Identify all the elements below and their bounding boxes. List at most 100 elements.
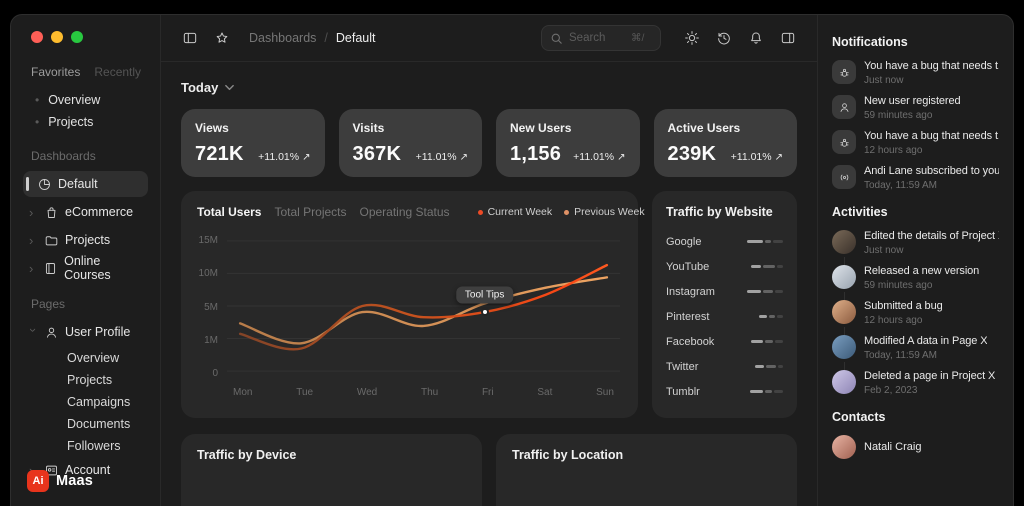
zoom-window-button[interactable] [71,31,83,43]
stat-cards-row: Views 721K +11.01% ↗ Visits 367K +11.01% ↗… [181,109,797,177]
notification-time: 12 hours ago [864,145,923,156]
stat-card-views[interactable]: Views 721K +11.01% ↗ [181,109,325,177]
legend-dot-icon [477,209,483,215]
activity-time: 59 minutes ago [864,280,933,291]
notifications-button[interactable] [743,25,769,51]
site-row-facebook[interactable]: Facebook [666,329,783,354]
toggle-right-panel-button[interactable] [775,25,801,51]
chart-tooltip-dot [480,308,489,317]
logo-mark: Ai [27,470,49,492]
bullet-icon: • [35,115,40,129]
panel-right-icon [781,32,795,44]
activity-time: Just now [864,245,904,256]
sidebar-item-default[interactable]: Default [23,171,148,197]
activity-time: Today, 11:59 AM [864,350,938,361]
chevron-down-icon [225,84,235,91]
sidebar-tabs: Favorites Recently [31,65,148,79]
sidebar-subitem-documents[interactable]: Documents [67,417,131,431]
sidebar-item-label: Projects [48,115,94,129]
notification-item[interactable]: You have a bug that needs t... Just now [832,60,999,86]
stat-card-visits[interactable]: Visits 367K +11.01% ↗ [338,109,482,177]
bullet-icon: • [35,93,40,107]
stat-value: 721K [195,143,244,165]
notification-icon-wrap [832,95,856,119]
star-icon [216,32,228,43]
notification-item[interactable]: New user registered 59 minutes ago [832,95,999,121]
tab-favorites[interactable]: Favorites [31,65,81,79]
x-axis-labels: Mon Tue Wed Thu Fri Sat Sun [233,387,614,398]
notification-item[interactable]: Andi Lane subscribed to you Today, 11:59 … [832,165,999,191]
tab-recently[interactable]: Recently [94,65,142,79]
avatar [832,230,856,254]
history-icon [718,32,730,45]
notification-item[interactable]: You have a bug that needs t... 12 hours a… [832,130,999,156]
bug-icon [839,138,849,147]
sidebar-item-user-profile[interactable]: › User Profile [23,319,148,345]
sidebar-item-dashboards-projects[interactable]: › Projects [23,227,148,253]
tab-total-projects[interactable]: Total Projects [274,205,347,219]
left-sidebar: Favorites Recently • Overview • Projects… [11,15,161,506]
traffic-bar [751,265,783,268]
tab-total-users[interactable]: Total Users [197,205,262,219]
legend-previous-week: Previous Week [564,206,645,218]
site-row-twitter[interactable]: Twitter [666,354,783,379]
current-week-line [240,265,607,349]
previous-week-line [240,277,607,343]
activity-item[interactable]: Released a new version 59 minutes ago [832,265,999,304]
traffic-bar [751,340,783,343]
dashboard-content: Today Views 721K +11.01% ↗ Visits 367K +1… [161,62,817,506]
sidebar-item-ecommerce[interactable]: › eCommerce [23,199,148,225]
theme-toggle-button[interactable] [679,25,705,51]
search-shortcut: ⌘/ [631,32,645,44]
id-badge-icon [46,465,57,475]
site-row-google[interactable]: Google [666,229,783,254]
close-window-button[interactable] [31,31,43,43]
site-row-instagram[interactable]: Instagram [666,279,783,304]
trend-up-icon: ↗ [302,151,311,163]
site-row-tumblr[interactable]: Tumblr [666,379,783,404]
chart-tooltip: Tool Tips [455,286,514,304]
site-row-pinterest[interactable]: Pinterest [666,304,783,329]
tab-operating-status[interactable]: Operating Status [359,205,450,219]
search-input[interactable] [569,32,625,44]
activity-item[interactable]: Deleted a page in Project X Feb 2, 2023 [832,370,999,396]
breadcrumb-section[interactable]: Dashboards [249,31,317,45]
search-box[interactable]: ⌘/ [541,25,661,51]
sidebar-subitem-campaigns[interactable]: Campaigns [67,395,131,409]
sidebar-item-online-courses[interactable]: › Online Courses [23,254,148,282]
favorite-button[interactable] [209,25,235,51]
activity-item[interactable]: Submitted a bug 12 hours ago [832,300,999,339]
right-panel: Notifications You have a bug that needs … [817,15,1013,506]
toggle-sidebar-button[interactable] [177,25,203,51]
history-button[interactable] [711,25,737,51]
stat-card-active-users[interactable]: Active Users 239K +11.01% ↗ [653,109,797,177]
period-selector[interactable]: Today [181,80,235,95]
avatar [832,370,856,394]
sidebar-subitem-projects[interactable]: Projects [67,373,113,387]
chart-legend: Current Week Previous Week [477,206,645,218]
panel-left-icon [183,32,197,44]
activity-title: Deleted a page in Project X [864,370,996,382]
sidebar-item-overview[interactable]: • Overview [23,89,148,111]
notification-icon-wrap [832,130,856,154]
traffic-bar [755,365,783,368]
trend-up-icon: ↗ [459,151,468,163]
notification-time: Just now [864,75,904,86]
stat-card-new-users[interactable]: New Users 1,156 +11.01% ↗ [496,109,640,177]
activity-item[interactable]: Edited the details of Project X Just now [832,230,999,269]
sidebar-item-label: Account [65,463,111,477]
sidebar-subitem-overview[interactable]: Overview [67,351,120,365]
book-icon [46,262,56,274]
chevron-right-icon: › [29,232,34,248]
minimize-window-button[interactable] [51,31,63,43]
sidebar-item-projects[interactable]: • Projects [23,111,148,133]
traffic-bar [747,240,783,243]
contact-item[interactable]: Natali Craig [832,435,999,459]
activity-item[interactable]: Modified A data in Page X Today, 11:59 AM [832,335,999,374]
chart-plot-area[interactable]: Tool Tips [225,231,622,379]
notification-icon-wrap [832,165,856,189]
sidebar-subitem-followers[interactable]: Followers [67,439,121,453]
stat-value: 239K [667,143,717,165]
site-row-youtube[interactable]: YouTube [666,254,783,279]
contact-name: Natali Craig [864,441,922,453]
